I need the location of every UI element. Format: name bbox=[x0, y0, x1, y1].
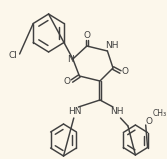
Text: NH: NH bbox=[110, 107, 124, 117]
Text: O: O bbox=[145, 118, 152, 127]
Text: O: O bbox=[122, 68, 129, 76]
Text: O: O bbox=[83, 31, 90, 41]
Text: O: O bbox=[64, 77, 71, 86]
Text: HN: HN bbox=[68, 107, 81, 117]
Text: NH: NH bbox=[105, 41, 119, 51]
Text: N: N bbox=[68, 55, 74, 63]
Text: CH₃: CH₃ bbox=[152, 110, 166, 118]
Text: Cl: Cl bbox=[9, 52, 18, 61]
